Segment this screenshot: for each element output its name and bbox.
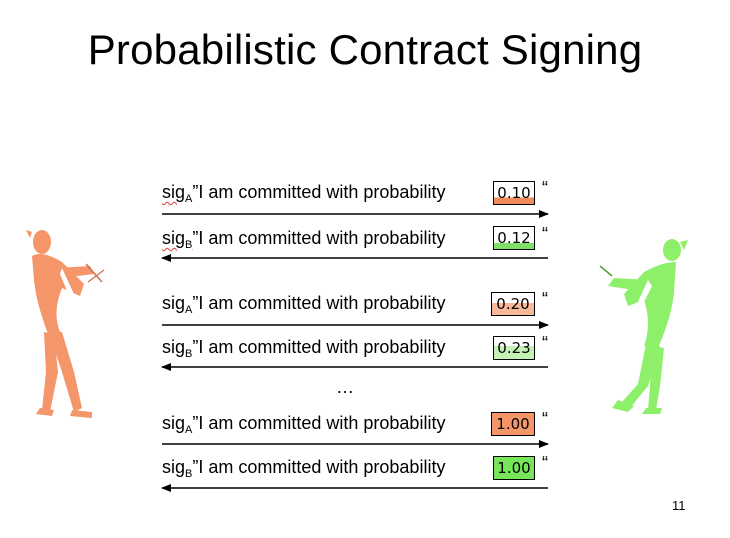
page-number: 11 <box>672 498 686 513</box>
probability-box: 0.23 <box>493 336 535 360</box>
probability-box: 1.00 <box>491 412 535 436</box>
message-text: ”I am committed with probability <box>192 228 446 248</box>
message-text: ”I am committed with probability <box>192 457 446 477</box>
person-pulling-rope-icon <box>26 230 105 418</box>
sig-label: sigA <box>162 413 193 436</box>
message-text: ”I am committed with probability <box>192 293 446 313</box>
message-text: ”I am committed with probability <box>192 413 446 433</box>
sig-label: sigA <box>162 293 193 316</box>
message-row-4: sigB”I am committed with probability <box>162 337 445 360</box>
sig-label: sigB <box>162 457 193 480</box>
probability-box: 0.10 <box>493 181 535 205</box>
close-quote: “ <box>542 453 548 473</box>
message-row-5: sigA”I am committed with probability <box>162 413 445 436</box>
close-quote: “ <box>542 289 548 309</box>
message-row-6: sigB”I am committed with probability <box>162 457 445 480</box>
sig-label: sigA <box>162 182 193 205</box>
probability-box: 0.12 <box>493 226 535 250</box>
message-row-3: sigA”I am committed with probability <box>162 293 445 316</box>
sig-label: sigB <box>162 228 193 251</box>
person-pulling-rope-icon <box>599 239 688 414</box>
close-quote: “ <box>542 333 548 353</box>
probability-box: 0.20 <box>491 292 535 316</box>
close-quote: “ <box>542 178 548 198</box>
message-row-1: sigA”I am committed with probability <box>162 182 445 205</box>
probability-box: 1.00 <box>493 456 535 480</box>
sig-label: sigB <box>162 337 193 360</box>
close-quote: “ <box>542 409 548 429</box>
slide-title: Probabilistic Contract Signing <box>87 26 643 73</box>
close-quote: “ <box>542 224 548 244</box>
message-row-2: sigB”I am committed with probability <box>162 228 445 251</box>
message-text: ”I am committed with probability <box>192 182 446 202</box>
ellipsis: … <box>336 377 354 397</box>
message-text: ”I am committed with probability <box>192 337 446 357</box>
